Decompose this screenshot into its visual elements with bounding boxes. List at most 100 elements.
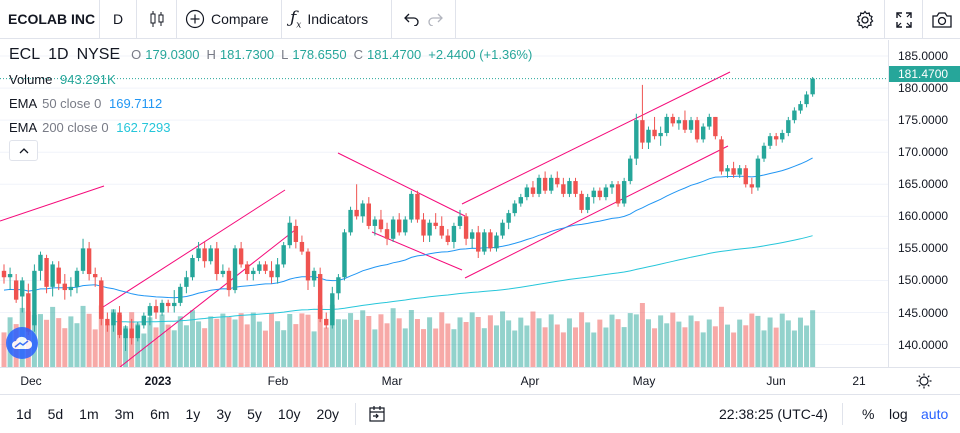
volume-bar bbox=[299, 313, 305, 367]
candle-body bbox=[397, 219, 402, 233]
clock-readout[interactable]: 22:38:25 (UTC-4) bbox=[719, 406, 828, 422]
price-axis[interactable]: 185.0000 180.0000 175.0000 170.0000 165.0000… bbox=[888, 40, 960, 367]
range-button-5y[interactable]: 5y bbox=[247, 406, 262, 422]
volume-bar bbox=[700, 332, 706, 367]
range-button-1m[interactable]: 1m bbox=[79, 406, 99, 422]
time-tick-label: Feb bbox=[267, 374, 289, 388]
candle-body bbox=[682, 120, 688, 130]
symbol-search[interactable]: ECOLAB INC bbox=[0, 0, 100, 39]
volume-bar bbox=[445, 323, 451, 367]
candle-body bbox=[749, 184, 755, 188]
compare-button[interactable]: Compare bbox=[177, 0, 282, 39]
candle-body bbox=[311, 270, 317, 281]
top-toolbar: ECOLAB INC D Compare ƒx Indicators bbox=[0, 0, 960, 39]
volume-bar bbox=[804, 325, 810, 367]
volume-bar bbox=[421, 329, 427, 367]
range-button-1d[interactable]: 1d bbox=[16, 406, 32, 422]
candle-body bbox=[555, 177, 560, 185]
candle-body bbox=[737, 168, 742, 175]
candle-body bbox=[634, 120, 639, 159]
legend-collapse-button[interactable] bbox=[9, 140, 38, 161]
candle-body bbox=[536, 177, 542, 194]
indicators-button[interactable]: ƒx Indicators bbox=[282, 0, 392, 39]
time-tick-label: 21 bbox=[852, 374, 866, 388]
price-tick-label: 160.0000 bbox=[898, 209, 949, 224]
candle-body bbox=[810, 78, 815, 95]
volume-bar bbox=[390, 308, 396, 367]
candle-body bbox=[93, 274, 98, 278]
price-tick-label: 170.0000 bbox=[898, 145, 949, 160]
log-toggle[interactable]: log bbox=[889, 406, 908, 422]
range-button-20y[interactable]: 20y bbox=[316, 406, 340, 422]
volume-bar bbox=[785, 320, 791, 367]
volume-bar bbox=[731, 332, 737, 367]
volume-bar bbox=[159, 314, 165, 367]
calendar-range-icon[interactable] bbox=[368, 405, 386, 423]
sun-icon[interactable] bbox=[916, 373, 932, 389]
ema200-label: EMA bbox=[9, 120, 37, 135]
volume-bar bbox=[463, 322, 469, 367]
range-button-6m[interactable]: 6m bbox=[150, 406, 170, 422]
range-button-1y[interactable]: 1y bbox=[185, 406, 201, 422]
volume-bar bbox=[50, 306, 56, 367]
volume-bar bbox=[335, 319, 341, 367]
volume-bar bbox=[585, 322, 591, 367]
range-button-3y[interactable]: 3y bbox=[216, 406, 232, 422]
snapshot-button[interactable] bbox=[922, 0, 960, 39]
volume-bar bbox=[688, 315, 694, 367]
candle-body bbox=[32, 270, 37, 326]
candle-body bbox=[165, 302, 171, 307]
price-tick-label: 140.0000 bbox=[898, 337, 949, 352]
interval-button[interactable]: D bbox=[100, 0, 137, 39]
volume-bar bbox=[348, 313, 354, 367]
auto-toggle[interactable]: auto bbox=[921, 406, 949, 422]
percent-toggle[interactable]: % bbox=[862, 406, 875, 422]
candle-body bbox=[445, 235, 451, 242]
candle-body bbox=[701, 126, 706, 140]
candle-body bbox=[220, 270, 226, 275]
candle-body bbox=[652, 129, 657, 137]
candle-body bbox=[780, 132, 785, 140]
range-button-10y[interactable]: 10y bbox=[277, 406, 301, 422]
candle-body bbox=[348, 209, 353, 233]
ema200-legend[interactable]: EMA 200 close 0 162.7293 bbox=[9, 120, 170, 135]
chart-type-button[interactable] bbox=[137, 0, 177, 39]
ema50-legend[interactable]: EMA 50 close 0 169.7112 bbox=[9, 96, 162, 111]
volume-bar bbox=[135, 323, 141, 367]
divider bbox=[842, 403, 843, 425]
time-tick-label: Mar bbox=[381, 374, 403, 388]
volume-bar bbox=[396, 318, 402, 367]
chart-canvas[interactable] bbox=[0, 40, 888, 367]
candle-body bbox=[190, 258, 195, 278]
volume-bar bbox=[743, 325, 749, 367]
volume-bar bbox=[676, 321, 682, 367]
ema200-value: 162.7293 bbox=[116, 120, 171, 135]
volume-bar bbox=[256, 321, 262, 367]
redo-icon[interactable] bbox=[427, 12, 444, 26]
volume-bar bbox=[427, 317, 433, 367]
candle-body bbox=[567, 181, 572, 194]
candle-body bbox=[463, 216, 469, 239]
volume-bar bbox=[500, 311, 506, 367]
volume-bar bbox=[573, 327, 579, 367]
ema50-line bbox=[3, 157, 813, 299]
tradingview-logo[interactable] bbox=[6, 327, 38, 359]
undo-icon[interactable] bbox=[403, 12, 420, 26]
range-button-5d[interactable]: 5d bbox=[47, 406, 64, 422]
candle-body bbox=[646, 129, 651, 143]
candle-body bbox=[317, 274, 323, 319]
candle-body bbox=[196, 248, 201, 258]
candle-body bbox=[761, 145, 767, 159]
fullscreen-button[interactable] bbox=[884, 0, 922, 39]
volume-legend[interactable]: Volume 943.291K bbox=[9, 72, 116, 87]
candles-icon bbox=[150, 11, 163, 27]
volume-bar bbox=[749, 313, 755, 367]
candle-body bbox=[415, 193, 420, 220]
candle-body bbox=[719, 139, 724, 172]
settings-button[interactable] bbox=[846, 0, 884, 39]
candle-body bbox=[476, 232, 481, 252]
volume-bar bbox=[652, 328, 658, 367]
range-button-3m[interactable]: 3m bbox=[114, 406, 135, 422]
time-axis[interactable]: Dec 2023 Feb Mar Apr May Jun 21 bbox=[0, 367, 960, 394]
volume-bar bbox=[244, 324, 250, 367]
